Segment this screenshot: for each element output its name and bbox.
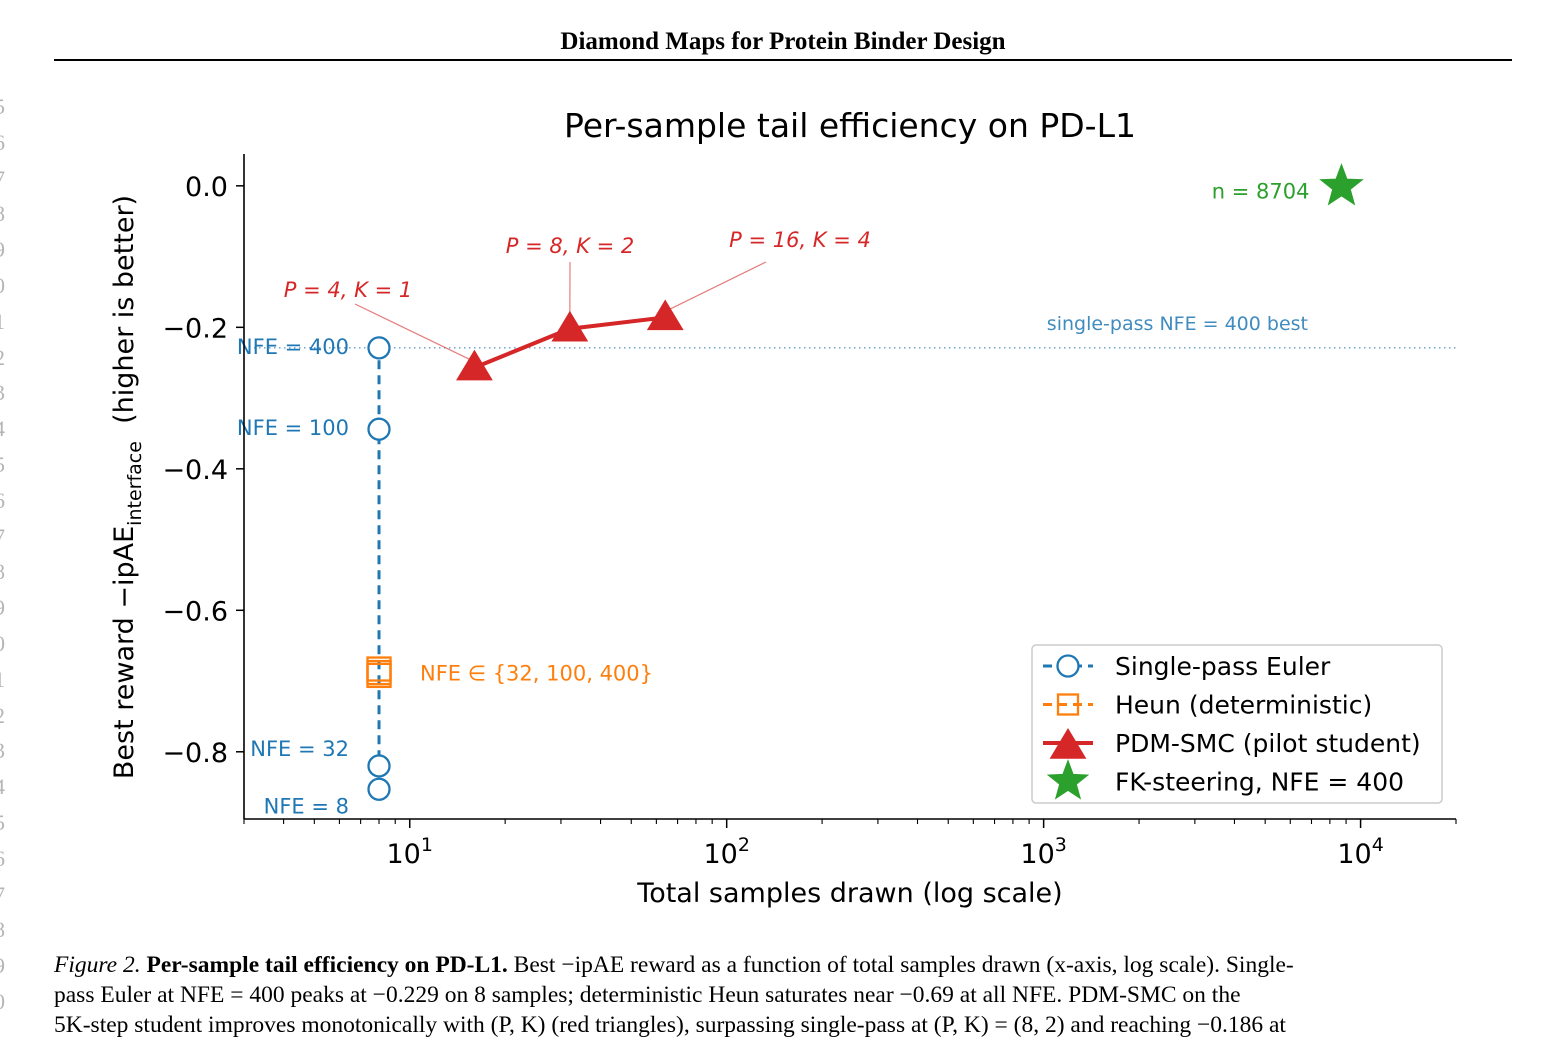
reference-line-label: single-pass NFE = 400 best: [1047, 313, 1308, 335]
fk-point-label: n = 8704: [1212, 180, 1310, 204]
line-number: 0: [0, 991, 5, 1013]
x-tick-base: 10: [703, 839, 737, 870]
y-axis-label: Best reward −ipAEinterface (higher is be…: [109, 195, 146, 779]
y-tick-label: 0.0: [185, 172, 228, 203]
legend-label: PDM-SMC (pilot student): [1115, 729, 1421, 758]
star-marker: [1321, 165, 1363, 205]
circle-marker: [1058, 656, 1079, 677]
caption-text-1: Best −ipAE reward as a function of total…: [514, 952, 1294, 978]
y-tick-label: −0.2: [162, 313, 228, 344]
figure-caption: Figure 2. Per-sample tail efficiency on …: [54, 950, 1516, 1040]
euler-point-label: NFE = 32: [250, 737, 349, 761]
smc-point-label: P = 8, K = 2: [506, 234, 634, 258]
circle-marker: [369, 755, 390, 776]
x-axis-label: Total samples drawn (log scale): [636, 878, 1062, 909]
caption-line-3: 5K-step student improves monotonically w…: [54, 1010, 1516, 1040]
legend: Single-pass Euler Heun (deterministic) PDM…: [1032, 645, 1442, 803]
x-tick-label: 104: [1337, 834, 1383, 870]
y-tick-label: −0.8: [162, 738, 228, 769]
x-tick-base: 10: [387, 839, 421, 870]
circle-marker: [369, 419, 390, 440]
circle-marker: [369, 337, 390, 358]
caption-title: Per-sample tail efficiency on PD-L1.: [146, 952, 507, 978]
x-tick-exponent: 1: [421, 834, 433, 856]
triangle-marker: [457, 351, 492, 380]
legend-label: Single-pass Euler: [1115, 652, 1331, 681]
line-number: 9: [0, 955, 5, 977]
smc-point-label: P = 16, K = 4: [729, 228, 871, 252]
caption-line-2: pass Euler at NFE = 400 peaks at −0.229 …: [54, 980, 1516, 1010]
x-tick-exponent: 4: [1372, 834, 1384, 856]
tail-efficiency-chart: Per-sample tail efficiency on PD-L1 sing…: [0, 0, 1566, 940]
euler-point-label: NFE = 400: [237, 335, 349, 359]
x-tick-base: 10: [1337, 839, 1371, 870]
series-lines: [379, 317, 665, 789]
smc-label-leader: [665, 262, 766, 311]
caption-line-1: Figure 2. Per-sample tail efficiency on …: [54, 950, 1516, 980]
euler-point-label: NFE = 8: [264, 794, 349, 818]
y-tick-label: −0.4: [162, 455, 228, 486]
x-tick-exponent: 2: [738, 834, 750, 856]
y-axis-label-tail: (higher is better): [109, 195, 140, 441]
x-tick-base: 10: [1020, 839, 1054, 870]
y-axis-label-main: Best reward −ipAE: [109, 526, 140, 779]
y-tick-label: −0.6: [162, 596, 228, 627]
euler-point-label: NFE = 100: [237, 416, 349, 440]
x-tick-label: 102: [703, 834, 749, 870]
legend-label: Heun (deterministic): [1115, 691, 1372, 720]
reference-line-group: single-pass NFE = 400 best: [244, 313, 1456, 348]
legend-label: FK-steering, NFE = 400: [1115, 768, 1404, 797]
x-tick-label: 101: [387, 834, 433, 870]
chart-title: Per-sample tail efficiency on PD-L1: [564, 106, 1136, 145]
heun-annotation: NFE ∈ {32, 100, 400}: [420, 662, 653, 686]
caption-figure-label: Figure 2.: [54, 952, 141, 978]
smc-point-label: P = 4, K = 1: [284, 278, 412, 302]
y-axis-label-subscript: interface: [124, 441, 146, 526]
x-tick-exponent: 3: [1055, 834, 1067, 856]
x-tick-label: 103: [1020, 834, 1066, 870]
circle-marker: [369, 779, 390, 800]
